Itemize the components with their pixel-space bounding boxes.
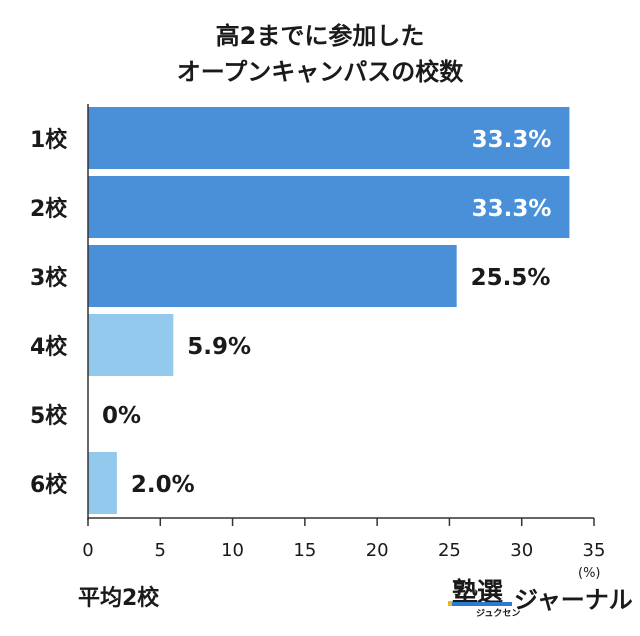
x-tick-label-35: 35 — [583, 540, 606, 561]
bar-6 — [88, 452, 117, 514]
x-tick-label-10: 10 — [221, 540, 244, 561]
bar-4 — [88, 314, 174, 376]
x-tick-label-5: 5 — [155, 540, 166, 561]
category-label-3: 3校 — [30, 265, 68, 291]
bar-1 — [88, 107, 570, 169]
value-label-3: 25.5% — [471, 265, 551, 291]
value-label-4: 5.9% — [187, 334, 251, 360]
x-tick-label-30: 30 — [510, 540, 533, 561]
x-tick-label-20: 20 — [366, 540, 389, 561]
x-tick-label-25: 25 — [438, 540, 461, 561]
x-tick-label-15: 15 — [293, 540, 316, 561]
x-tick-label-0: 0 — [82, 540, 93, 561]
average-summary: 平均2校 — [78, 586, 160, 611]
bar-2 — [88, 176, 570, 238]
logo-underline — [452, 602, 512, 606]
value-label-2: 33.3% — [472, 196, 552, 222]
category-label-6: 6校 — [30, 472, 68, 498]
category-label-2: 2校 — [30, 196, 68, 222]
category-label-5: 5校 — [30, 403, 68, 429]
logo-sub-text: ジュクセン — [476, 609, 521, 619]
logo-journal-text: ジャーナル — [514, 586, 633, 614]
category-label-4: 4校 — [30, 334, 68, 360]
brand-logo: 塾選 ジュクセン ジャーナル — [448, 572, 633, 624]
value-label-6: 2.0% — [131, 472, 195, 498]
value-label-5: 0% — [102, 403, 141, 429]
value-label-1: 33.3% — [472, 127, 552, 153]
logo-accent-dot — [448, 601, 453, 606]
chart-title-line-1: 高2までに参加した — [215, 22, 425, 50]
chart-title-line-2: オープンキャンパスの校数 — [176, 58, 464, 86]
category-label-1: 1校 — [30, 127, 68, 153]
chart-title: 高2までに参加した オープンキャンパスの校数 — [0, 18, 640, 90]
bar-3 — [88, 245, 457, 307]
unit-label: (%) — [578, 566, 601, 581]
